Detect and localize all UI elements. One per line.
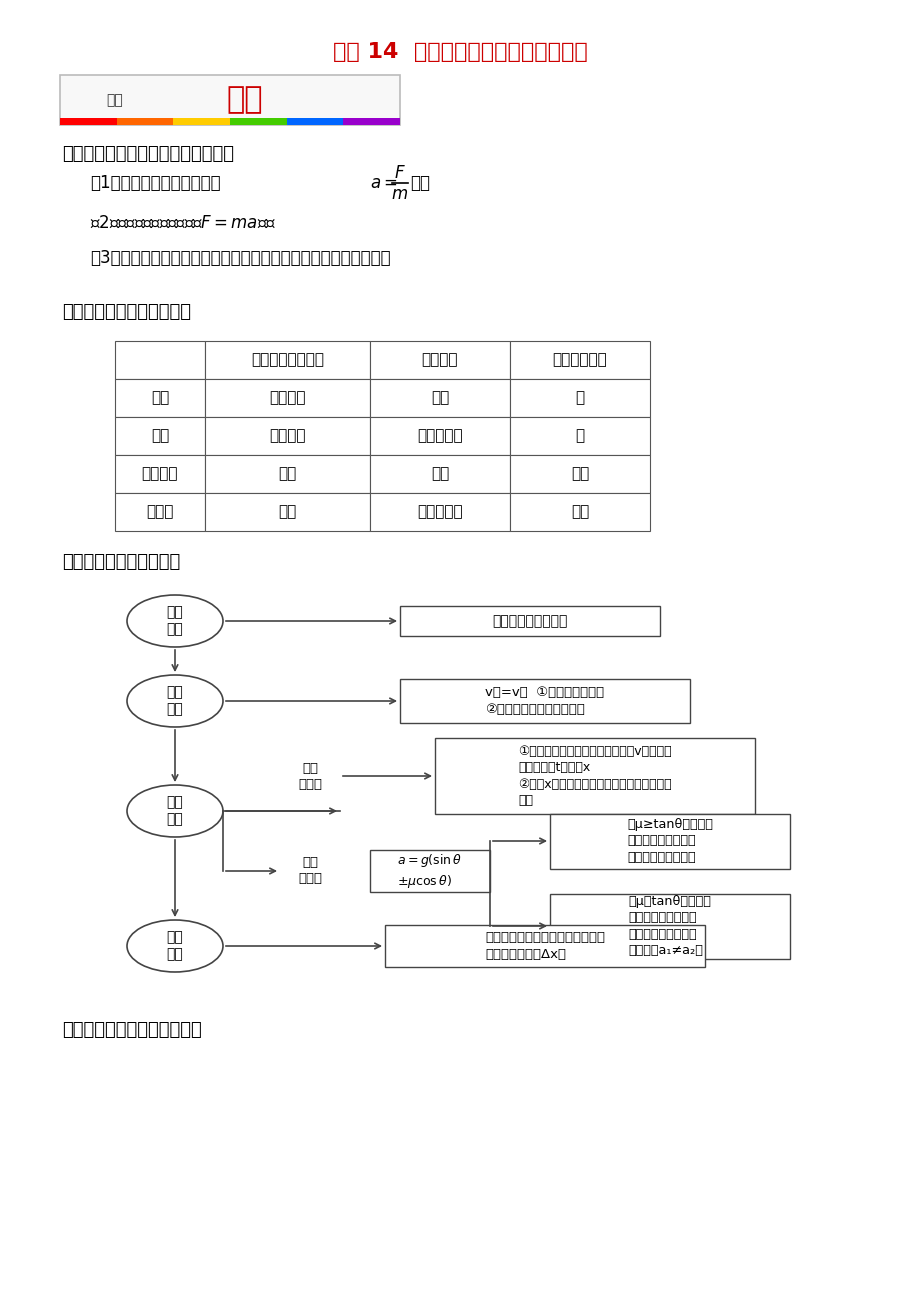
- Text: $F$: $F$: [393, 164, 405, 182]
- Text: 弹力能否突变: 弹力能否突变: [552, 353, 607, 367]
- Text: ①根据物体的受力和传送带的速度v计算物体
加速的时间t和位移x
②再由x和传送带长度的关系判断物体的运动
形式: ①根据物体的受力和传送带的速度v计算物体 加速的时间t和位移x ②再由x和传送带…: [517, 745, 671, 807]
- Text: （1）从受力确定运动情况（: （1）从受力确定运动情况（: [90, 174, 221, 191]
- Text: 较大: 较大: [278, 466, 296, 482]
- Bar: [115, 417, 205, 454]
- Text: 轻橡皮绳: 轻橡皮绳: [142, 466, 178, 482]
- Text: 四、滑块－木板模型分析方法: 四、滑块－木板模型分析方法: [62, 1021, 201, 1039]
- Ellipse shape: [127, 674, 222, 727]
- Text: 结果
计算: 结果 计算: [166, 931, 183, 962]
- Text: 传送带及其上的物体: 传送带及其上的物体: [492, 615, 567, 628]
- Text: 微小不计: 微小不计: [269, 391, 305, 405]
- Text: 较大: 较大: [278, 504, 296, 519]
- Bar: [117, 118, 173, 125]
- Text: 能: 能: [574, 391, 584, 405]
- Bar: [115, 379, 205, 417]
- Bar: [205, 341, 369, 379]
- Text: 轻弹簧: 轻弹簧: [146, 504, 174, 519]
- Text: 拉力: 拉力: [430, 391, 448, 405]
- Text: $a=g(\sin\theta$
$\pm\mu\cos\theta)$: $a=g(\sin\theta$ $\pm\mu\cos\theta)$: [397, 852, 462, 891]
- Text: ）。: ）。: [410, 174, 429, 191]
- Text: 解读: 解读: [226, 86, 263, 115]
- Bar: [509, 417, 650, 454]
- Ellipse shape: [127, 595, 222, 647]
- Bar: [115, 493, 205, 531]
- Text: 专题 14  用牛顿第二定律解决两类问题: 专题 14 用牛顿第二定律解决两类问题: [333, 42, 586, 62]
- Text: 三、传送带模型分析方法: 三、传送带模型分析方法: [62, 553, 180, 572]
- Text: 纵向弹力: 纵向弹力: [421, 353, 458, 367]
- Bar: [343, 118, 400, 125]
- Text: 若μ＜tanθ，且物体
能与传送带共速，则
共速后物体相对传送
带加速（a₁≠a₂）: 若μ＜tanθ，且物体 能与传送带共速，则 共速后物体相对传送 带加速（a₁≠a…: [628, 894, 710, 957]
- Text: （3）综合受力分析和运动状态分析，运用牛顿第二定律解决问题。: （3）综合受力分析和运动状态分析，运用牛顿第二定律解决问题。: [90, 249, 391, 267]
- Text: 受外力时的形变量: 受外力时的形变量: [251, 353, 323, 367]
- Bar: [205, 493, 369, 531]
- Text: v物=v带  ①摩擦力发生突变
②物体的运动状态发生改变: v物=v带 ①摩擦力发生突变 ②物体的运动状态发生改变: [485, 686, 604, 716]
- Text: 研究
对象: 研究 对象: [166, 605, 183, 637]
- Bar: [60, 76, 400, 125]
- Bar: [509, 454, 650, 493]
- Text: 拉力或压力: 拉力或压力: [416, 428, 462, 444]
- Bar: [550, 893, 789, 958]
- Bar: [115, 454, 205, 493]
- Text: 力与
运动: 力与 运动: [166, 796, 183, 827]
- Text: 考点: 考点: [107, 92, 123, 107]
- Text: 微小不计: 微小不计: [269, 428, 305, 444]
- Bar: [509, 341, 650, 379]
- Text: 水平
传送带: 水平 传送带: [298, 762, 322, 790]
- Bar: [205, 379, 369, 417]
- Text: （2）从运动情况确定受力（$F=ma$）。: （2）从运动情况确定受力（$F=ma$）。: [90, 214, 276, 232]
- Bar: [205, 454, 369, 493]
- Text: 不能: 不能: [571, 504, 588, 519]
- Bar: [115, 341, 205, 379]
- Ellipse shape: [127, 785, 222, 837]
- Ellipse shape: [127, 921, 222, 973]
- Bar: [173, 118, 230, 125]
- Text: 不能: 不能: [571, 466, 588, 482]
- Text: 二、瞬时变化的动力学模型: 二、瞬时变化的动力学模型: [62, 303, 191, 322]
- Bar: [230, 118, 287, 125]
- Bar: [287, 118, 343, 125]
- Text: $a=$: $a=$: [369, 174, 397, 191]
- Bar: [205, 417, 369, 454]
- Bar: [400, 680, 689, 723]
- Text: 临界
状态: 临界 状态: [166, 685, 183, 716]
- Bar: [369, 417, 509, 454]
- Text: 倾斜
传送带: 倾斜 传送带: [298, 857, 322, 885]
- Text: 一、用牛顿第二定律解决动力学问题: 一、用牛顿第二定律解决动力学问题: [62, 145, 233, 163]
- Text: 若μ≥tanθ，且物体
能与传送带共速，则
共速后物体匀速运动: 若μ≥tanθ，且物体 能与传送带共速，则 共速后物体匀速运动: [627, 818, 712, 865]
- Bar: [369, 850, 490, 892]
- Bar: [435, 738, 754, 814]
- Text: 拉力: 拉力: [430, 466, 448, 482]
- Text: 进一步计算物体在传送带上的运动
时间、相对位移Δx等: 进一步计算物体在传送带上的运动 时间、相对位移Δx等: [484, 931, 605, 961]
- Bar: [369, 379, 509, 417]
- Bar: [369, 454, 509, 493]
- Text: 轻杆: 轻杆: [151, 428, 169, 444]
- Text: $m$: $m$: [391, 185, 408, 203]
- Bar: [509, 379, 650, 417]
- Bar: [369, 341, 509, 379]
- Bar: [369, 493, 509, 531]
- Bar: [550, 814, 789, 868]
- Bar: [384, 924, 704, 967]
- Bar: [400, 605, 659, 635]
- Bar: [60, 118, 117, 125]
- Text: 拉力或压力: 拉力或压力: [416, 504, 462, 519]
- Text: 能: 能: [574, 428, 584, 444]
- Bar: [509, 493, 650, 531]
- Text: 轻绳: 轻绳: [151, 391, 169, 405]
